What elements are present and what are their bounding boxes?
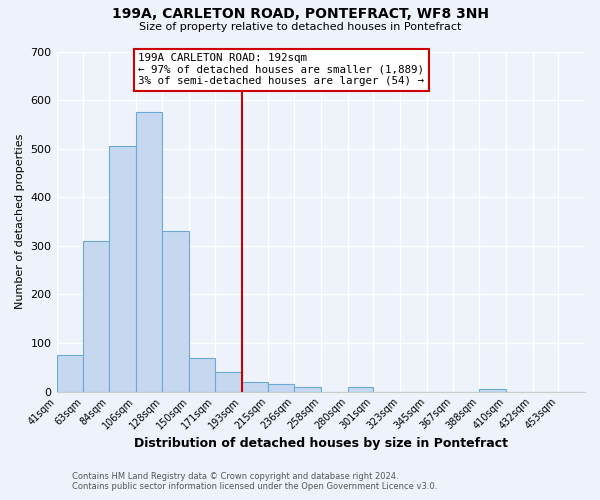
Bar (479, 389, 506, 392)
Bar (347, 387, 373, 392)
Bar (268, 384, 294, 392)
Y-axis label: Number of detached properties: Number of detached properties (15, 134, 25, 310)
Bar (163, 232, 189, 392)
Bar (242, 382, 268, 392)
Text: 199A CARLETON ROAD: 192sqm
← 97% of detached houses are smaller (1,889)
3% of se: 199A CARLETON ROAD: 192sqm ← 97% of deta… (139, 53, 424, 86)
Bar (136, 112, 163, 392)
Bar (189, 358, 215, 392)
Text: 199A, CARLETON ROAD, PONTEFRACT, WF8 3NH: 199A, CARLETON ROAD, PONTEFRACT, WF8 3NH (112, 8, 488, 22)
Bar (215, 372, 242, 392)
X-axis label: Distribution of detached houses by size in Pontefract: Distribution of detached houses by size … (134, 437, 508, 450)
Text: Size of property relative to detached houses in Pontefract: Size of property relative to detached ho… (139, 22, 461, 32)
Bar (56, 355, 83, 392)
Bar (109, 146, 136, 392)
Text: Contains HM Land Registry data © Crown copyright and database right 2024.: Contains HM Land Registry data © Crown c… (72, 472, 398, 481)
Bar (83, 241, 109, 392)
Bar (294, 387, 321, 392)
Text: Contains public sector information licensed under the Open Government Licence v3: Contains public sector information licen… (72, 482, 437, 491)
